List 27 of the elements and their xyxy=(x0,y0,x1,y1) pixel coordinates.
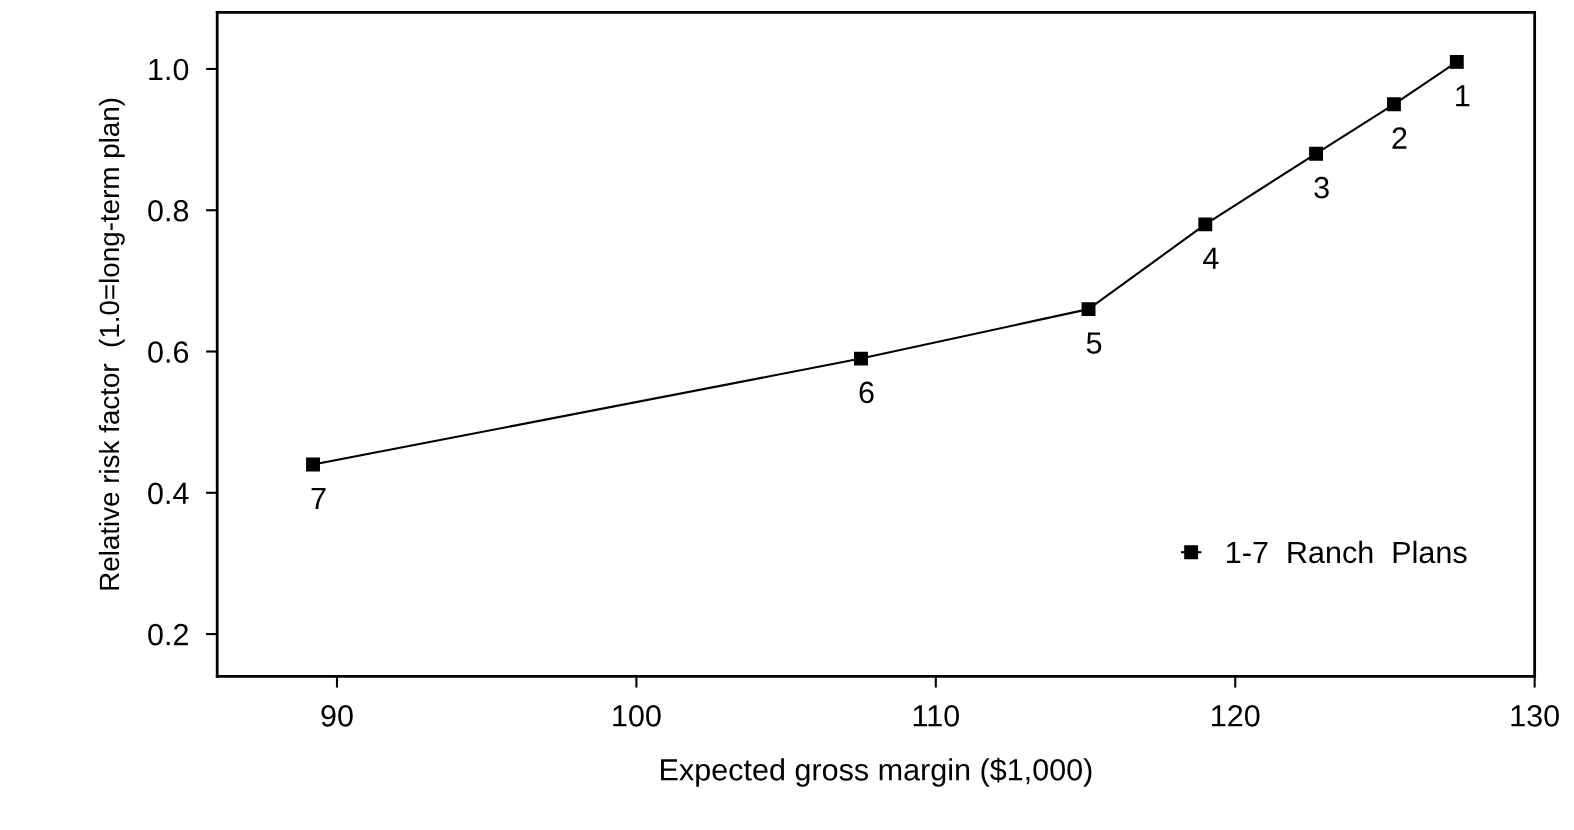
point xyxy=(1386,97,1401,112)
annotation: 4 xyxy=(1203,247,1219,269)
point xyxy=(306,457,320,472)
annotation: 2 xyxy=(1392,127,1407,149)
annotation: 1 xyxy=(1456,85,1470,107)
point xyxy=(1198,217,1213,232)
x-tick-label: 100 xyxy=(613,705,661,727)
x-tick-label: 130 xyxy=(1511,705,1559,727)
y-tick-label: 0.6 xyxy=(148,341,189,363)
annotation: 3 xyxy=(1314,176,1329,199)
x-tick-label: 120 xyxy=(1212,705,1260,727)
point xyxy=(1309,146,1324,161)
x-tick-label: 90 xyxy=(321,705,353,727)
y-tick-label: 0.8 xyxy=(148,199,189,222)
point xyxy=(1081,302,1096,317)
point xyxy=(1449,54,1464,69)
annotation: 6 xyxy=(859,381,874,404)
y-tick-label: 0.4 xyxy=(148,482,189,505)
x-tick-label: 110 xyxy=(913,705,959,727)
x-axis-title: Expected gross margin ($1,000) xyxy=(661,757,1092,787)
y-tick-label: 0.2 xyxy=(148,623,188,646)
annotation: 5 xyxy=(1086,332,1102,354)
annotation: 7 xyxy=(311,487,326,509)
y-tick-label: 1.0 xyxy=(149,58,189,81)
y-axis-title: Relative risk factor (1.0=long-term plan) xyxy=(98,98,125,590)
legend-label: 1-7 Ranch Plans xyxy=(1227,540,1467,564)
point xyxy=(854,351,868,366)
